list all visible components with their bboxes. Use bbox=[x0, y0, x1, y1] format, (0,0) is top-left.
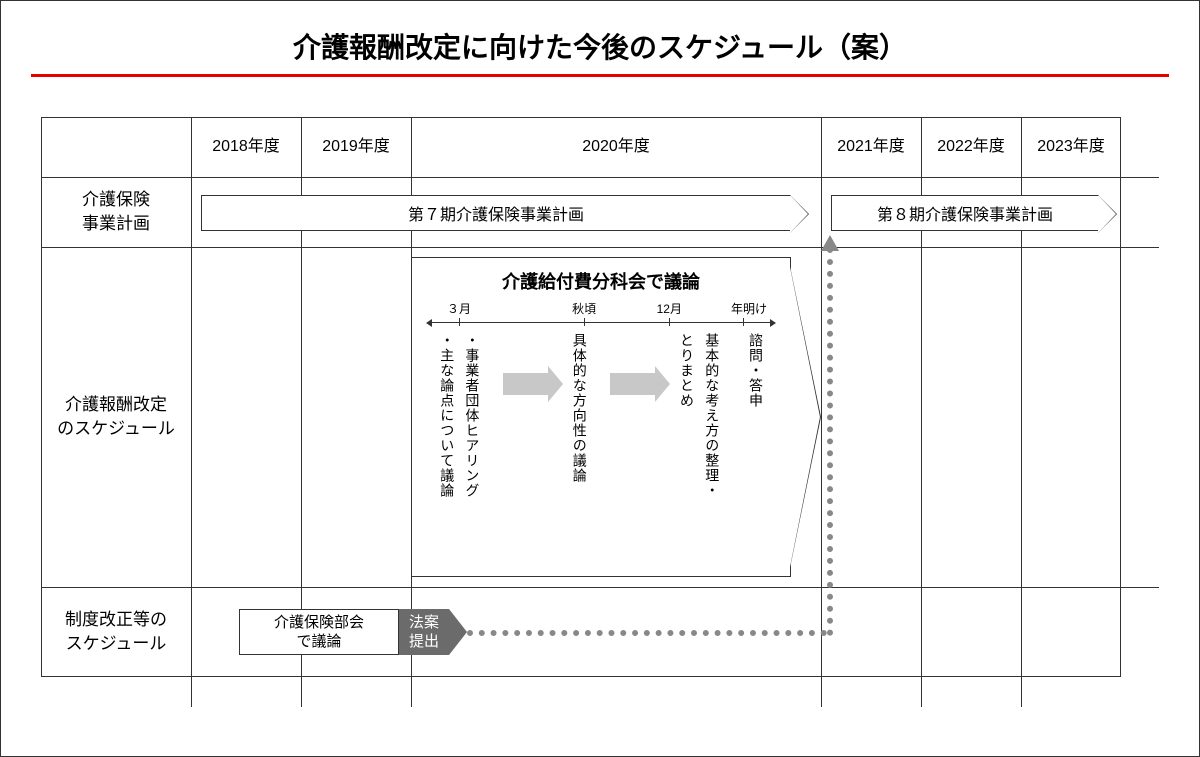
column-header: 2023年度 bbox=[1021, 117, 1121, 177]
column-header: 2018年度 bbox=[191, 117, 301, 177]
dotted-arrow-up-icon bbox=[821, 235, 839, 251]
timeline-label: ３月 bbox=[447, 300, 471, 317]
column-header: 2022年度 bbox=[921, 117, 1021, 177]
gray-arrow-icon bbox=[610, 373, 655, 395]
discussion-item: 具体的な方向性の議論 bbox=[567, 333, 592, 483]
page-title: 介護報酬改定に向けた今後のスケジュール（案） bbox=[31, 26, 1169, 66]
timeline-label: 12月 bbox=[657, 300, 682, 317]
column-header: 2020年度 bbox=[411, 117, 821, 177]
discussion-box: 介護給付費分科会で議論３月 秋頃 12月 年明け・事業者団体ヒアリング ・主な論点につ… bbox=[411, 257, 791, 577]
red-underline bbox=[31, 74, 1169, 77]
column-header: 2021年度 bbox=[821, 117, 921, 177]
row-label: 介護保険 事業計画 bbox=[41, 177, 191, 247]
discussion-title: 介護給付費分科会で議論 bbox=[412, 258, 790, 300]
dotted-connector-h bbox=[467, 630, 827, 636]
discussion-item: 諮問・答申 bbox=[743, 333, 768, 408]
insurance-council-box: 介護保険部会 で議論 bbox=[239, 609, 399, 655]
discussion-item: 基本的な考え方の整理・ とりまとめ bbox=[674, 333, 724, 498]
row-label: 制度改正等の スケジュール bbox=[41, 587, 191, 677]
schedule-grid: 2018年度2019年度2020年度2021年度2022年度2023年度介護保険… bbox=[41, 117, 1159, 707]
dotted-connector-v bbox=[827, 247, 833, 636]
timeline-label: 秋頃 bbox=[572, 300, 596, 317]
gray-arrow-icon bbox=[503, 373, 548, 395]
timeline-label: 年明け bbox=[731, 300, 767, 317]
column-header: 2019年度 bbox=[301, 117, 411, 177]
bill-submission-box: 法案 提出 bbox=[399, 609, 449, 655]
plan-arrow: 第８期介護保険事業計画 bbox=[831, 195, 1099, 231]
row-label: 介護報酬改定 のスケジュール bbox=[41, 247, 191, 587]
plan-arrow: 第７期介護保険事業計画 bbox=[201, 195, 791, 231]
discussion-item: ・事業者団体ヒアリング ・主な論点について議論 bbox=[434, 333, 484, 498]
